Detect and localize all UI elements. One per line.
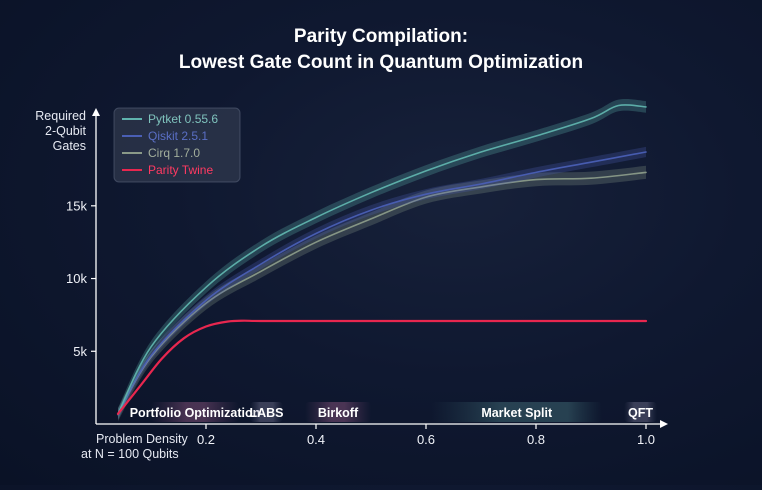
series-line-pytket-0-55-6 bbox=[117, 104, 647, 415]
x-ticks: 0.2 0.4 0.6 0.8 1.0 bbox=[197, 424, 655, 447]
region-band-portfolio-optimization bbox=[151, 402, 239, 422]
series-band-qiskit-2-5-1 bbox=[118, 146, 646, 420]
series-line-qiskit-2-5-1 bbox=[117, 151, 647, 416]
region-band-market-split bbox=[431, 402, 602, 422]
region-band-qft bbox=[624, 402, 657, 422]
y-tick-label: 15k bbox=[66, 198, 87, 213]
x-tick-label: 0.4 bbox=[307, 432, 325, 447]
x-tick-label: 1.0 bbox=[637, 432, 655, 447]
region-label: LABS bbox=[249, 406, 283, 420]
series-parity-twine bbox=[116, 319, 648, 415]
region-label: Portfolio Optimization bbox=[130, 406, 261, 420]
legend-box bbox=[113, 107, 241, 183]
region-label: Market Split bbox=[481, 406, 553, 420]
y-axis-label-line-2: 2-Qubit bbox=[45, 124, 87, 138]
chart-title-line-2: Lowest Gate Count in Quantum Optimizatio… bbox=[179, 52, 583, 73]
region-label: Birkoff bbox=[318, 406, 359, 420]
series-qiskit-2-5-1 bbox=[117, 146, 647, 420]
x-axis-label-line-2: at N = 100 Qubits bbox=[81, 447, 179, 461]
series-layer bbox=[116, 98, 648, 422]
legend-label-cirq-1-7-0: Cirq 1.7.0 bbox=[148, 146, 200, 160]
x-tick-label: 0.6 bbox=[417, 432, 435, 447]
region-label: QFT bbox=[628, 406, 653, 420]
y-axis-arrow bbox=[92, 108, 100, 116]
y-axis-label-line-3: Gates bbox=[53, 139, 86, 153]
y-tick-label: 10k bbox=[66, 271, 87, 286]
region-band-labs bbox=[250, 402, 283, 422]
series-pytket-0-55-6 bbox=[117, 98, 647, 420]
y-ticks: 5k 10k 15k bbox=[66, 198, 96, 359]
legend-label-qiskit-2-5-1: Qiskit 2.5.1 bbox=[148, 129, 208, 143]
series-line-parity-twine bbox=[116, 319, 648, 415]
y-tick-label: 5k bbox=[73, 344, 87, 359]
chart-title-line-1: Parity Compilation: bbox=[294, 26, 468, 47]
x-tick-label: 0.2 bbox=[197, 432, 215, 447]
series-band-cirq-1-7-0 bbox=[118, 165, 646, 422]
series-cirq-1-7-0 bbox=[117, 165, 647, 422]
series-line-cirq-1-7-0 bbox=[117, 171, 647, 416]
legend: Pytket 0.55.6 Qiskit 2.5.1 Cirq 1.7.0 Parit… bbox=[113, 107, 241, 183]
x-axis-arrow bbox=[660, 420, 668, 428]
legend-label-pytket-0-55-6: Pytket 0.55.6 bbox=[148, 112, 218, 126]
legend-label-parity-twine: Parity Twine bbox=[148, 163, 213, 177]
x-tick-label: 0.8 bbox=[527, 432, 545, 447]
x-axis-label-line-1: Problem Density bbox=[96, 432, 188, 446]
y-axis-label-line-1: Required bbox=[35, 109, 86, 123]
region-band-birkoff bbox=[305, 402, 371, 422]
